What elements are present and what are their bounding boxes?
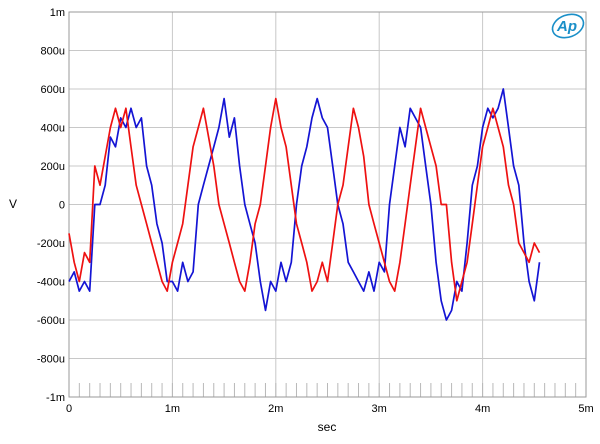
series-line-1 [68,88,541,321]
svg-text:Ap: Ap [556,18,577,35]
y-tick-label: 400u [41,123,65,135]
y-axis-title: V [9,197,17,211]
y-tick-label: -600u [37,315,65,327]
y-tick-label: 0 [59,200,65,212]
y-tick-label: -200u [37,238,65,250]
y-tick-label: 600u [41,84,65,96]
minor-tick-marks [78,383,577,397]
series-line-2 [68,97,541,302]
y-tick-label: -400u [37,277,65,289]
y-tick-label: 200u [41,161,65,173]
x-tick-labels: 0 1m 2m 3m 4m 5m [66,403,594,415]
x-axis-title: sec [318,420,337,434]
x-tick-label: 2m [268,403,283,415]
x-tick-label: 4m [475,403,490,415]
grid-lines [68,11,587,398]
x-tick-label: 1m [165,403,180,415]
y-tick-label: -800u [37,354,65,366]
ap-logo: Ap [551,13,585,39]
y-tick-label: 800u [41,46,65,58]
x-tick-label: 0 [66,403,72,415]
x-tick-label: 5m [578,403,593,415]
y-tick-label: 1m [50,7,65,19]
plot-frame [68,11,587,398]
y-tick-label: -1m [46,392,65,404]
y-tick-labels: 1m 800u 600u 400u 200u 0 -200u -400u -600u -800u -… [37,7,65,404]
x-tick-label: 3m [372,403,387,415]
series-layer [68,88,541,321]
